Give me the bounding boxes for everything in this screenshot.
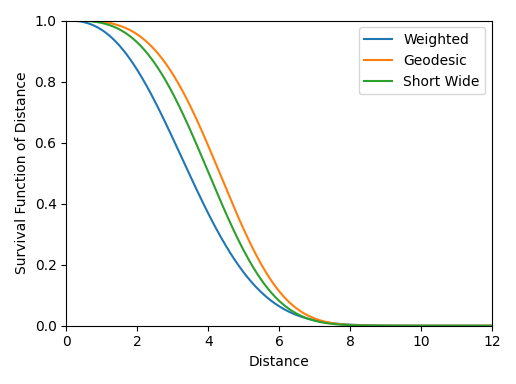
Weighted [481,323,487,328]
Geodesic [227,195,233,199]
Short Wide [481,323,487,328]
Short Wide [227,219,233,224]
Weighted [112,38,118,43]
Short Wide [245,256,251,261]
Geodesic [481,323,487,328]
Weighted [489,323,495,328]
Short Wide [112,25,118,30]
Short Wide [435,323,441,328]
Weighted [245,276,251,280]
Line: Geodesic: Geodesic [66,20,492,326]
Weighted [137,72,143,77]
Line: Weighted: Weighted [66,20,492,326]
Short Wide [137,43,143,48]
Geodesic [63,18,69,23]
Weighted [63,18,69,23]
Geodesic [489,323,495,328]
Short Wide [489,323,495,328]
Line: Short Wide: Short Wide [66,20,492,326]
Weighted [435,323,441,328]
Geodesic [245,237,251,241]
Geodesic [137,34,143,39]
X-axis label: Distance: Distance [249,355,310,369]
Geodesic [435,323,441,328]
Geodesic [112,22,118,26]
Short Wide [63,18,69,23]
Legend: Weighted, Geodesic, Short Wide: Weighted, Geodesic, Short Wide [359,27,485,94]
Y-axis label: Survival Function of Distance: Survival Function of Distance [15,72,29,274]
Weighted [227,250,233,254]
